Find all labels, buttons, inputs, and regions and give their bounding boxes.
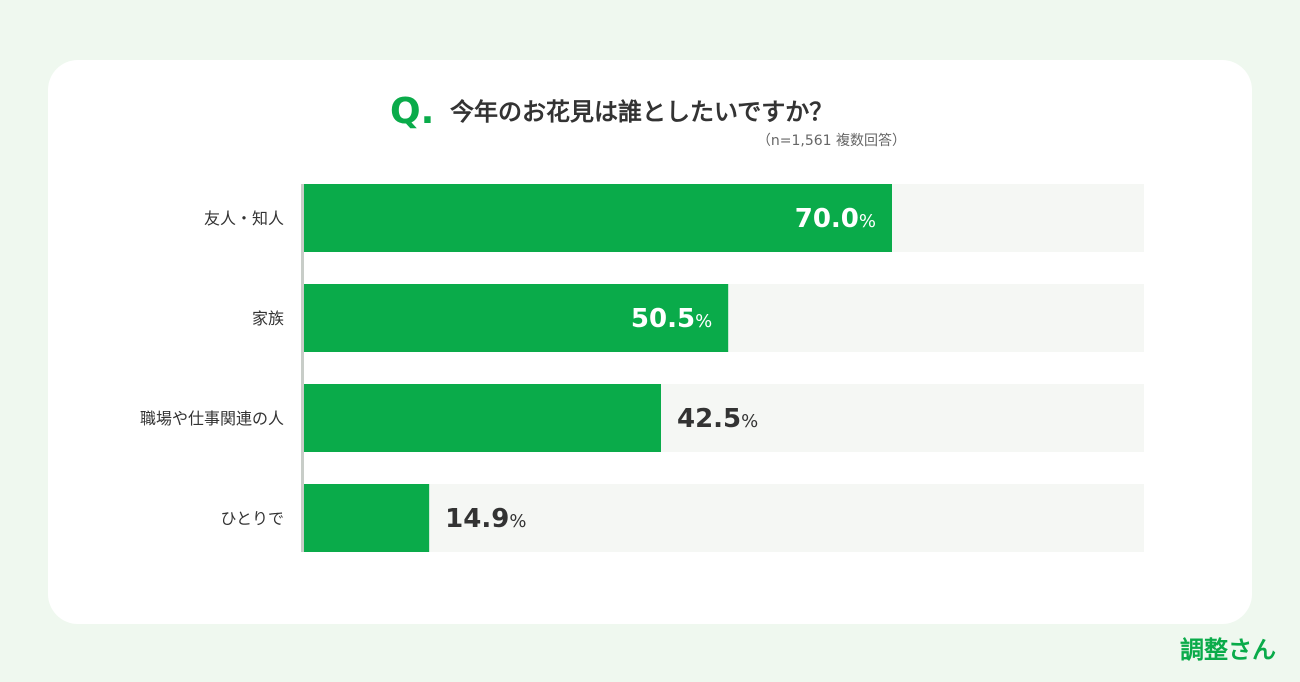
category-label: 友人・知人	[204, 209, 284, 228]
category-label: 職場や仕事関連の人	[140, 409, 284, 428]
category-label: 家族	[252, 309, 284, 328]
y-axis-line	[301, 184, 304, 552]
bar	[304, 184, 892, 252]
question-mark: Q.	[390, 91, 435, 132]
value-label: 14.9%	[445, 504, 526, 534]
bar	[304, 484, 430, 552]
value-label: 42.5%	[677, 404, 758, 434]
sample-note: （n=1,561 複数回答）	[756, 133, 906, 149]
category-label: ひとりで	[220, 509, 284, 528]
question-title: 今年のお花見は誰としたいですか？	[450, 98, 834, 126]
brand-logo: 調整さん	[1180, 636, 1276, 664]
bar	[304, 384, 661, 452]
value-label: 70.0%	[795, 204, 876, 234]
value-label: 50.5%	[631, 304, 712, 334]
bar	[304, 284, 729, 352]
bar-track	[304, 484, 1144, 552]
